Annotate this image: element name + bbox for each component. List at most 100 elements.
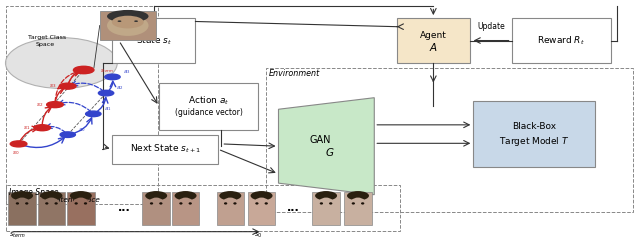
Ellipse shape [74,202,78,205]
Ellipse shape [220,191,241,201]
Ellipse shape [107,10,148,23]
Ellipse shape [221,198,240,216]
Text: Update: Update [477,22,505,31]
Bar [473,101,595,167]
Ellipse shape [118,20,122,22]
Ellipse shape [251,191,273,201]
Bar [6,7,158,204]
Ellipse shape [320,202,323,205]
Text: Agent: Agent [420,31,447,40]
Ellipse shape [6,38,117,88]
Text: Black-Box: Black-Box [512,122,556,131]
Bar [172,192,199,225]
Ellipse shape [264,202,268,205]
Circle shape [60,83,76,89]
Text: ...: ... [118,203,131,214]
Ellipse shape [224,202,227,205]
Text: ...: ... [287,203,300,214]
Bar [248,192,275,225]
Text: $s_1$: $s_1$ [24,124,31,132]
Text: Image Space: Image Space [9,188,59,197]
Ellipse shape [315,191,337,201]
Ellipse shape [348,198,367,216]
Text: (guidance vector): (guidance vector) [175,108,243,117]
Ellipse shape [234,202,237,205]
Text: $a_2$: $a_2$ [116,84,124,92]
Circle shape [74,66,94,74]
Bar [100,11,156,40]
Text: $s_{term}$: $s_{term}$ [100,67,113,75]
Circle shape [10,141,27,147]
Ellipse shape [42,198,61,216]
Bar [159,83,258,130]
Ellipse shape [329,202,332,205]
Text: $s_0$: $s_0$ [12,149,19,157]
Circle shape [60,132,76,137]
Ellipse shape [179,202,182,205]
Ellipse shape [252,198,271,216]
Ellipse shape [70,191,92,201]
Text: Environment: Environment [269,69,320,78]
Bar [38,192,65,225]
Ellipse shape [145,191,167,201]
Bar [312,192,340,225]
Text: Reward $R_t$: Reward $R_t$ [537,34,585,47]
Text: $s_2$: $s_2$ [36,101,44,109]
Ellipse shape [361,202,364,205]
Text: $G$: $G$ [325,146,334,158]
Bar [397,18,470,63]
Ellipse shape [16,202,19,205]
Ellipse shape [12,198,32,216]
Bar [113,135,218,164]
Bar [511,18,611,63]
Circle shape [86,111,101,117]
Ellipse shape [25,202,28,205]
Text: $a_1$: $a_1$ [104,105,111,113]
Text: $a_0$: $a_0$ [78,126,86,134]
Ellipse shape [84,202,87,205]
Bar [216,192,244,225]
Ellipse shape [45,202,49,205]
Text: GAN: GAN [309,135,331,145]
Text: $s_{term}$: $s_{term}$ [9,231,26,240]
Text: $A$: $A$ [429,41,438,53]
Text: Target Model $T$: Target Model $T$ [499,135,569,148]
Text: Action $a_t$: Action $a_t$ [188,94,229,107]
Ellipse shape [150,202,153,205]
Ellipse shape [11,191,33,201]
Text: $s_0$: $s_0$ [254,231,262,240]
Ellipse shape [175,191,196,201]
Ellipse shape [159,202,163,205]
Ellipse shape [40,191,63,201]
Ellipse shape [71,198,90,216]
Ellipse shape [54,202,58,205]
Ellipse shape [352,202,355,205]
Bar [8,192,36,225]
Text: Latent Space: Latent Space [52,197,100,203]
Ellipse shape [147,198,166,216]
Bar [67,192,95,225]
Text: Space: Space [36,42,55,47]
Text: State $s_t$: State $s_t$ [136,34,172,47]
Text: $a_3$: $a_3$ [123,68,130,76]
Bar [113,18,195,63]
Ellipse shape [316,198,335,216]
Ellipse shape [176,198,195,216]
Ellipse shape [112,16,144,28]
Ellipse shape [134,20,138,22]
Ellipse shape [347,191,369,201]
Circle shape [34,125,51,131]
Bar [143,192,170,225]
Ellipse shape [255,202,259,205]
Bar [266,68,633,212]
Circle shape [105,74,120,80]
Text: $s_3$: $s_3$ [49,82,56,90]
Polygon shape [278,98,374,195]
Text: Target Class: Target Class [28,35,66,40]
Bar [6,186,401,230]
Ellipse shape [189,202,192,205]
Circle shape [47,102,63,108]
Text: Next State $s_{t+1}$: Next State $s_{t+1}$ [130,143,201,155]
Bar [344,192,372,225]
Ellipse shape [107,15,148,36]
